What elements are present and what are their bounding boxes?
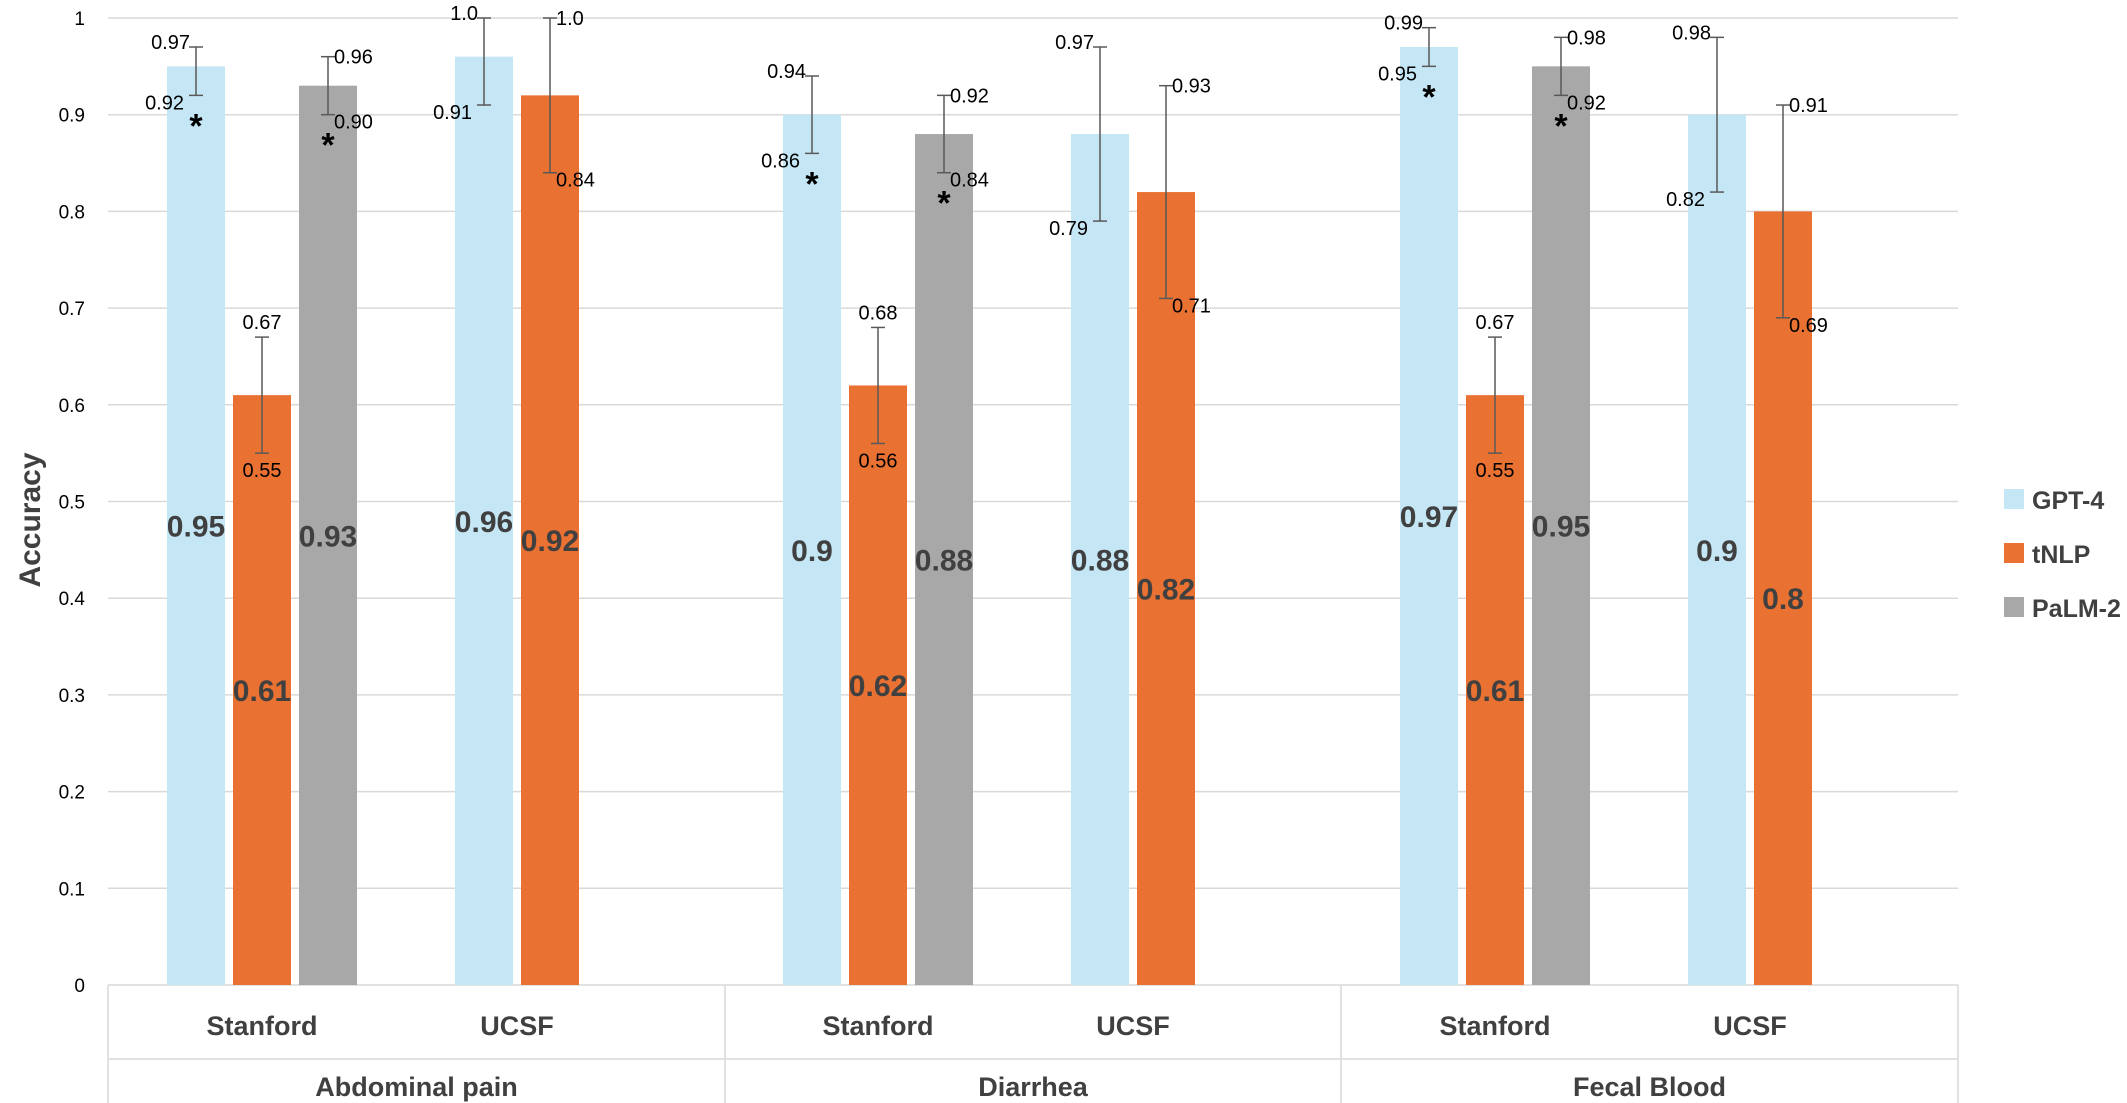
site-label: Stanford — [823, 1011, 934, 1041]
bar-tnlp — [1754, 211, 1812, 985]
error-low-label: 0.71 — [1172, 295, 1211, 317]
legend-swatch — [2004, 543, 2024, 563]
bar-tnlp — [233, 395, 291, 985]
error-low-label: 0.69 — [1789, 315, 1828, 337]
site-label: UCSF — [1096, 1011, 1170, 1041]
error-high-label: 1.0 — [450, 3, 478, 25]
bar-value-label: 0.61 — [233, 675, 291, 708]
y-tick-label: 0.9 — [59, 106, 85, 127]
legend-swatch — [2004, 597, 2024, 617]
bar-palm-2 — [299, 85, 357, 985]
error-high-label: 0.98 — [1672, 22, 1711, 44]
bar-value-label: 0.9 — [791, 535, 833, 568]
error-high-label: 0.97 — [1055, 32, 1094, 54]
error-high-label: 0.99 — [1384, 13, 1423, 35]
error-high-label: 0.98 — [1567, 27, 1606, 49]
bar-value-label: 0.88 — [1071, 545, 1129, 578]
legend-swatch — [2004, 489, 2024, 509]
x-axis: Stanford UCSF Abdominal pain Stanford UCSF Di… — [107, 985, 1959, 1103]
bar-gpt-4 — [455, 56, 513, 986]
legend-label: tNLP — [2032, 541, 2090, 569]
bar-value-label: 0.8 — [1762, 583, 1804, 616]
bar-value-label: 0.95 — [1532, 511, 1590, 544]
bar-value-label: 0.97 — [1400, 501, 1458, 534]
group-label: Abdominal pain — [315, 1072, 518, 1102]
error-low-label: 0.90 — [334, 112, 373, 134]
bar-gpt-4 — [783, 114, 841, 985]
error-low-label: 0.82 — [1666, 189, 1705, 211]
error-low-label: 0.55 — [243, 460, 282, 482]
significance-star: * — [805, 165, 819, 203]
bars: 0.950.970.92*0.610.670.550.930.960.90*0.… — [145, 3, 1828, 986]
bar-value-label: 0.96 — [455, 506, 513, 539]
error-high-label: 0.96 — [334, 47, 373, 69]
y-tick-label: 0.7 — [59, 299, 85, 320]
y-tick-label: 1 — [74, 9, 85, 30]
error-low-label: 0.86 — [761, 150, 800, 172]
site-label: UCSF — [480, 1011, 554, 1041]
y-tick-label: 0.4 — [59, 589, 86, 610]
error-high-label: 0.68 — [859, 302, 898, 324]
y-tick-label: 0.3 — [59, 686, 85, 707]
error-high-label: 0.93 — [1172, 76, 1211, 98]
y-tick-label: 0.2 — [59, 783, 85, 804]
site-label: Stanford — [207, 1011, 318, 1041]
y-axis: 0 0.1 0.2 0.3 0.4 0.5 0.6 0.7 0.8 0.9 1 — [59, 9, 86, 997]
site-label: Stanford — [1440, 1011, 1551, 1041]
group-label: Fecal Blood — [1573, 1072, 1726, 1102]
significance-star: * — [321, 127, 335, 165]
error-low-label: 0.55 — [1476, 460, 1515, 482]
error-low-label: 0.95 — [1378, 63, 1417, 85]
error-high-label: 0.67 — [1476, 312, 1515, 334]
bar-value-label: 0.82 — [1137, 574, 1195, 607]
bar-tnlp — [1466, 395, 1524, 985]
error-low-label: 0.84 — [950, 170, 989, 192]
bar-value-label: 0.9 — [1696, 535, 1738, 568]
bar-value-label: 0.93 — [299, 520, 357, 553]
gridlines — [108, 17, 1958, 986]
bar-gpt-4 — [167, 66, 225, 986]
bar-gpt-4 — [1688, 114, 1746, 985]
error-low-label: 0.56 — [859, 450, 898, 472]
y-axis-label: Accuracy — [14, 452, 47, 587]
error-high-label: 0.91 — [1789, 95, 1828, 117]
bar-tnlp — [521, 95, 579, 986]
y-tick-label: 0.5 — [59, 493, 85, 514]
significance-star: * — [937, 185, 951, 223]
y-tick-label: 0.1 — [59, 879, 85, 900]
error-low-label: 0.84 — [556, 170, 595, 192]
bar-value-label: 0.95 — [167, 511, 225, 544]
y-tick-label: 0.8 — [59, 202, 85, 223]
legend: GPT-4 tNLP PaLM-2 — [2004, 487, 2121, 623]
bar-palm-2 — [1532, 66, 1590, 986]
y-tick-label: 0 — [74, 976, 85, 997]
bar-palm-2 — [915, 134, 973, 986]
bar-tnlp — [849, 385, 907, 986]
y-tick-label: 0.6 — [59, 396, 85, 417]
bar-value-label: 0.62 — [849, 670, 907, 703]
bar-value-label: 0.61 — [1466, 675, 1524, 708]
bar-value-label: 0.88 — [915, 545, 973, 578]
significance-star: * — [1554, 107, 1568, 145]
error-high-label: 0.67 — [243, 312, 282, 334]
significance-star: * — [189, 107, 203, 145]
error-high-label: 1.0 — [556, 8, 584, 30]
error-high-label: 0.92 — [950, 85, 989, 107]
error-low-label: 0.92 — [145, 92, 184, 114]
error-high-label: 0.94 — [767, 61, 806, 83]
bar-value-label: 0.92 — [521, 525, 579, 558]
error-high-label: 0.97 — [151, 32, 190, 54]
site-label: UCSF — [1713, 1011, 1787, 1041]
legend-label: PaLM-2 — [2032, 595, 2121, 623]
bar-tnlp — [1137, 192, 1195, 985]
error-low-label: 0.79 — [1049, 218, 1088, 240]
error-low-label: 0.92 — [1567, 92, 1606, 114]
bar-gpt-4 — [1400, 47, 1458, 985]
significance-star: * — [1422, 78, 1436, 116]
legend-label: GPT-4 — [2032, 487, 2104, 515]
error-low-label: 0.91 — [433, 102, 472, 124]
bar-gpt-4 — [1071, 134, 1129, 986]
group-label: Diarrhea — [978, 1072, 1089, 1102]
